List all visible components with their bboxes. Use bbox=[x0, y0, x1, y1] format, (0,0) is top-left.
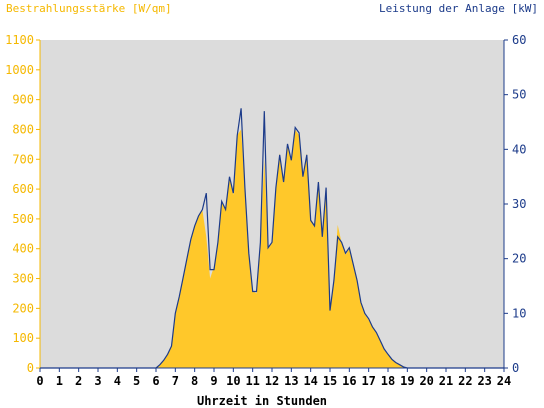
x-tick-label: 11 bbox=[245, 374, 259, 388]
x-tick-label: 14 bbox=[303, 374, 317, 388]
x-tick-label: 13 bbox=[284, 374, 298, 388]
x-tick-label: 24 bbox=[497, 374, 511, 388]
x-tick-label: 2 bbox=[75, 374, 82, 388]
left-axis-title: Bestrahlungsstärke [W/qm] bbox=[6, 2, 172, 15]
x-axis-title: Uhrzeit in Stunden bbox=[197, 394, 327, 408]
x-tick-label: 17 bbox=[361, 374, 375, 388]
x-tick-label: 4 bbox=[114, 374, 121, 388]
x-tick-label: 7 bbox=[172, 374, 179, 388]
x-tick-label: 9 bbox=[210, 374, 217, 388]
x-tick-label: 0 bbox=[36, 374, 43, 388]
x-tick-label: 20 bbox=[419, 374, 433, 388]
x-tick-label: 16 bbox=[342, 374, 356, 388]
y-left-tick-label: 1100 bbox=[5, 33, 34, 47]
y-left-tick-label: 600 bbox=[12, 182, 34, 196]
y-left-tick-label: 400 bbox=[12, 242, 34, 256]
x-tick-label: 18 bbox=[381, 374, 395, 388]
y-left-tick-label: 900 bbox=[12, 93, 34, 107]
y-right-tick-label: 60 bbox=[512, 33, 526, 47]
y-left-tick-label: 500 bbox=[12, 212, 34, 226]
irradiance-area bbox=[40, 129, 504, 368]
y-left-tick-label: 1000 bbox=[5, 63, 34, 77]
y-right-tick-label: 0 bbox=[512, 361, 519, 375]
y-left-tick-label: 800 bbox=[12, 122, 34, 136]
y-right-tick-label: 30 bbox=[512, 197, 526, 211]
y-left-tick-label: 100 bbox=[12, 331, 34, 345]
y-left-tick-label: 200 bbox=[12, 301, 34, 315]
x-tick-label: 10 bbox=[226, 374, 240, 388]
y-left-tick-label: 0 bbox=[27, 361, 34, 375]
power-line bbox=[40, 108, 504, 369]
x-tick-label: 15 bbox=[323, 374, 337, 388]
x-tick-label: 1 bbox=[56, 374, 63, 388]
y-left-tick-label: 700 bbox=[12, 152, 34, 166]
right-axis-title: Leistung der Anlage [kW] bbox=[379, 2, 538, 15]
x-tick-label: 19 bbox=[400, 374, 414, 388]
x-tick-label: 6 bbox=[152, 374, 159, 388]
y-right-tick-label: 40 bbox=[512, 142, 526, 156]
x-tick-label: 3 bbox=[94, 374, 101, 388]
x-tick-label: 23 bbox=[477, 374, 491, 388]
x-tick-label: 12 bbox=[265, 374, 279, 388]
y-right-tick-label: 50 bbox=[512, 88, 526, 102]
y-left-tick-label: 300 bbox=[12, 272, 34, 286]
x-tick-label: 21 bbox=[439, 374, 453, 388]
x-tick-label: 5 bbox=[133, 374, 140, 388]
x-tick-label: 8 bbox=[191, 374, 198, 388]
x-tick-label: 22 bbox=[458, 374, 472, 388]
y-right-tick-label: 10 bbox=[512, 306, 526, 320]
y-right-tick-label: 20 bbox=[512, 252, 526, 266]
